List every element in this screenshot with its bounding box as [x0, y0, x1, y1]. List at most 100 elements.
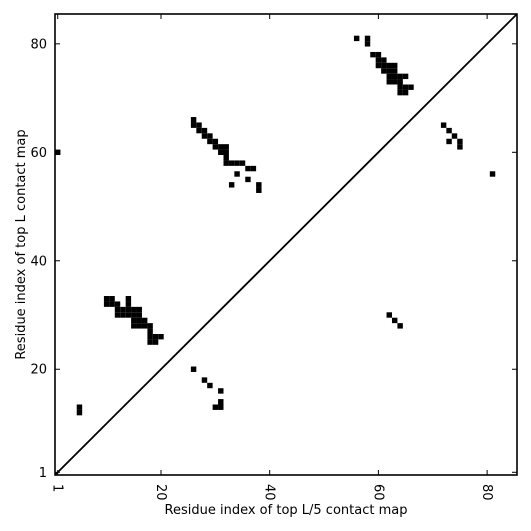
contact-cell-lower [131, 306, 137, 313]
contact-cell-upper [381, 62, 387, 69]
contact-cell-lower [114, 301, 121, 307]
contact-cell-upper [223, 160, 229, 166]
y-tick-label: 1 [39, 466, 47, 481]
contact-cell-upper [212, 138, 219, 145]
contact-cell-lower [136, 312, 142, 318]
contact-cell-upper [451, 133, 458, 139]
contact-cell-upper [245, 165, 251, 172]
contact-cell-lower [125, 312, 132, 318]
contact-cell-lower [125, 296, 132, 302]
contact-cell-upper [402, 89, 409, 96]
contact-cell-lower [109, 296, 115, 302]
contact-cell-upper [256, 187, 262, 193]
x-axis-ticks: 1 20 40 60 80 [50, 14, 494, 501]
contact-cell-upper [402, 73, 409, 80]
x-tick-label: 40 [262, 484, 277, 501]
contact-cell-lower [212, 404, 219, 410]
contact-cell-lower [76, 404, 83, 410]
contact-cell-lower [190, 366, 197, 372]
contact-cell-lower [125, 301, 132, 307]
contact-cell-lower [131, 312, 137, 318]
contact-cell-upper [457, 138, 463, 145]
contact-cell-upper [489, 171, 496, 177]
contact-cell-upper [234, 160, 240, 166]
contact-cell-lower [391, 317, 398, 324]
contact-cell-lower [103, 301, 110, 307]
contact-cell-upper [353, 35, 360, 42]
contact-cell-upper [375, 51, 382, 58]
contact-cell-upper [375, 62, 382, 69]
contact-cell-lower [207, 382, 213, 389]
contact-cell-upper [364, 41, 371, 47]
y-axis-label: Residue index of top L contact map [14, 129, 29, 359]
contact-cell-lower [141, 323, 148, 329]
y-tick-label: 60 [30, 146, 47, 161]
contact-cell-lower [136, 306, 142, 313]
contact-cell-upper [397, 79, 403, 85]
y-tick-label: 80 [30, 37, 47, 52]
contact-cell-upper [207, 138, 213, 145]
contact-cell-lower [120, 306, 126, 313]
contact-cell-upper [190, 122, 197, 128]
contact-cell-upper [402, 84, 409, 90]
contact-cell-upper [397, 89, 403, 96]
contact-cell-upper [386, 73, 392, 80]
contact-cell-lower [147, 339, 153, 345]
contact-cell-lower [386, 312, 392, 318]
contact-cell-upper [196, 122, 202, 128]
contact-cell-lower [218, 404, 224, 410]
contact-cell-lower [218, 399, 224, 405]
contact-cell-upper [397, 84, 403, 90]
contact-cell-lower [103, 296, 110, 302]
contact-cell-lower [120, 312, 126, 318]
contact-cell-upper [201, 133, 208, 139]
x-tick-label: 80 [479, 484, 494, 501]
y-tick-label: 20 [30, 363, 47, 378]
contact-cell-lower [218, 388, 224, 394]
contact-cell-upper [408, 84, 414, 90]
contact-cell-upper [391, 79, 398, 85]
contact-cell-upper [386, 62, 392, 69]
lower-contact-cells [76, 296, 403, 416]
contact-cell-lower [76, 409, 83, 416]
contact-cell-upper [386, 68, 392, 74]
contact-cell-lower [147, 333, 153, 340]
contact-cell-lower [201, 377, 208, 383]
contact-cell-lower [158, 333, 164, 340]
contact-cell-lower [136, 317, 142, 324]
contact-cell-upper [397, 73, 403, 80]
contact-cell-upper [381, 68, 387, 74]
contact-cell-upper [364, 35, 371, 42]
contact-cell-lower [141, 317, 148, 324]
contact-cell-lower [125, 306, 132, 313]
contact-cell-upper [391, 62, 398, 69]
contact-cell-lower [131, 323, 137, 329]
contact-cell-lower [131, 317, 137, 324]
contact-cell-upper [207, 133, 213, 139]
contact-cell-upper [190, 117, 197, 123]
diagonal-line [54, 13, 518, 476]
contact-cell-lower [152, 339, 159, 345]
x-tick-label: 1 [50, 484, 65, 492]
contact-cell-upper [234, 171, 240, 177]
x-tick-label: 20 [153, 484, 168, 501]
contact-cell-upper [446, 127, 452, 134]
contact-cell-lower [147, 328, 153, 334]
contact-cell-lower [114, 306, 121, 313]
contact-cell-upper [381, 57, 387, 63]
contact-cell-upper [391, 68, 398, 74]
contact-cell-upper [228, 182, 235, 188]
contact-cell-upper [250, 165, 257, 172]
contact-cell-upper [223, 149, 229, 156]
contact-cell-lower [397, 323, 403, 329]
contact-cell-upper [375, 57, 382, 63]
contact-cell-upper [446, 138, 452, 145]
contact-cell-lower [136, 323, 142, 329]
contact-cell-upper [223, 144, 229, 150]
contact-cell-upper [457, 144, 463, 150]
contact-cell-upper [218, 144, 224, 150]
contact-cell-lower [114, 312, 121, 318]
y-tick-label: 40 [30, 254, 47, 269]
contact-cell-upper [223, 155, 229, 161]
